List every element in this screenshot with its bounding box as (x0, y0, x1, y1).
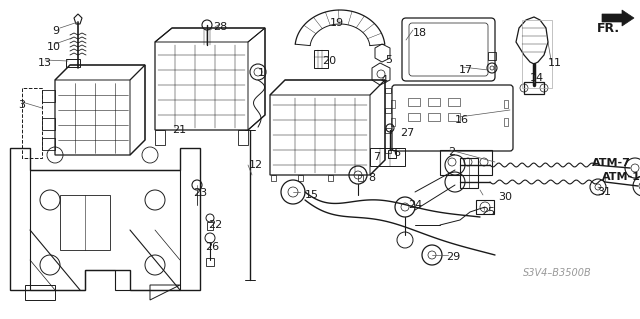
Bar (388, 150, 396, 158)
Text: 15: 15 (305, 190, 319, 200)
Bar (385, 128, 391, 133)
Text: 20: 20 (322, 56, 336, 66)
Text: 8: 8 (368, 173, 375, 183)
Text: 21: 21 (172, 125, 186, 135)
Text: ATM-7: ATM-7 (592, 158, 631, 168)
Text: 3: 3 (18, 100, 25, 110)
Text: 16: 16 (455, 115, 469, 125)
Polygon shape (602, 10, 634, 26)
Text: 27: 27 (400, 128, 414, 138)
Text: 25: 25 (481, 207, 495, 217)
Bar (448, 98, 460, 106)
Bar (524, 82, 544, 94)
Bar (391, 100, 395, 108)
Text: 28: 28 (213, 22, 227, 32)
Bar (440, 150, 492, 175)
Text: 9: 9 (52, 26, 59, 36)
Bar (206, 258, 214, 266)
Bar (370, 148, 405, 166)
Bar (408, 113, 420, 121)
Text: 17: 17 (459, 65, 473, 75)
Bar (428, 98, 440, 106)
Text: S3V4–B3500B: S3V4–B3500B (523, 268, 592, 278)
Text: 4: 4 (380, 75, 387, 85)
Text: 24: 24 (408, 200, 422, 210)
Text: 13: 13 (38, 58, 52, 68)
Bar (207, 222, 213, 230)
Bar (298, 175, 303, 181)
Bar (522, 20, 552, 88)
Bar (504, 118, 508, 126)
Bar (385, 108, 391, 113)
Bar (448, 113, 460, 121)
Text: 2: 2 (448, 147, 455, 157)
Text: 18: 18 (413, 28, 427, 38)
Bar (488, 52, 496, 60)
Text: 31: 31 (597, 187, 611, 197)
Text: 7: 7 (373, 152, 380, 162)
Text: 10: 10 (47, 42, 61, 52)
Bar (66, 59, 80, 67)
Text: 30: 30 (498, 192, 512, 202)
Bar (271, 175, 276, 181)
Bar (385, 88, 391, 93)
Bar (358, 175, 363, 181)
Text: 12: 12 (249, 160, 263, 170)
Bar (391, 118, 395, 126)
Bar (460, 158, 478, 188)
Bar (408, 98, 420, 106)
Text: 29: 29 (446, 252, 460, 262)
Text: 1: 1 (258, 68, 265, 78)
Bar (428, 113, 440, 121)
Bar (385, 148, 391, 153)
Text: ATM-17: ATM-17 (602, 172, 640, 182)
Bar (504, 100, 508, 108)
Text: 19: 19 (330, 18, 344, 28)
Text: 26: 26 (205, 242, 219, 252)
Text: 22: 22 (208, 220, 222, 230)
Text: 6: 6 (393, 148, 400, 158)
Bar (60, 195, 110, 250)
Bar (328, 175, 333, 181)
Text: FR.: FR. (597, 22, 620, 35)
Text: 11: 11 (548, 58, 562, 68)
Text: 5: 5 (385, 55, 392, 65)
Text: 14: 14 (530, 73, 544, 83)
Text: 23: 23 (193, 188, 207, 198)
Bar (476, 200, 494, 214)
